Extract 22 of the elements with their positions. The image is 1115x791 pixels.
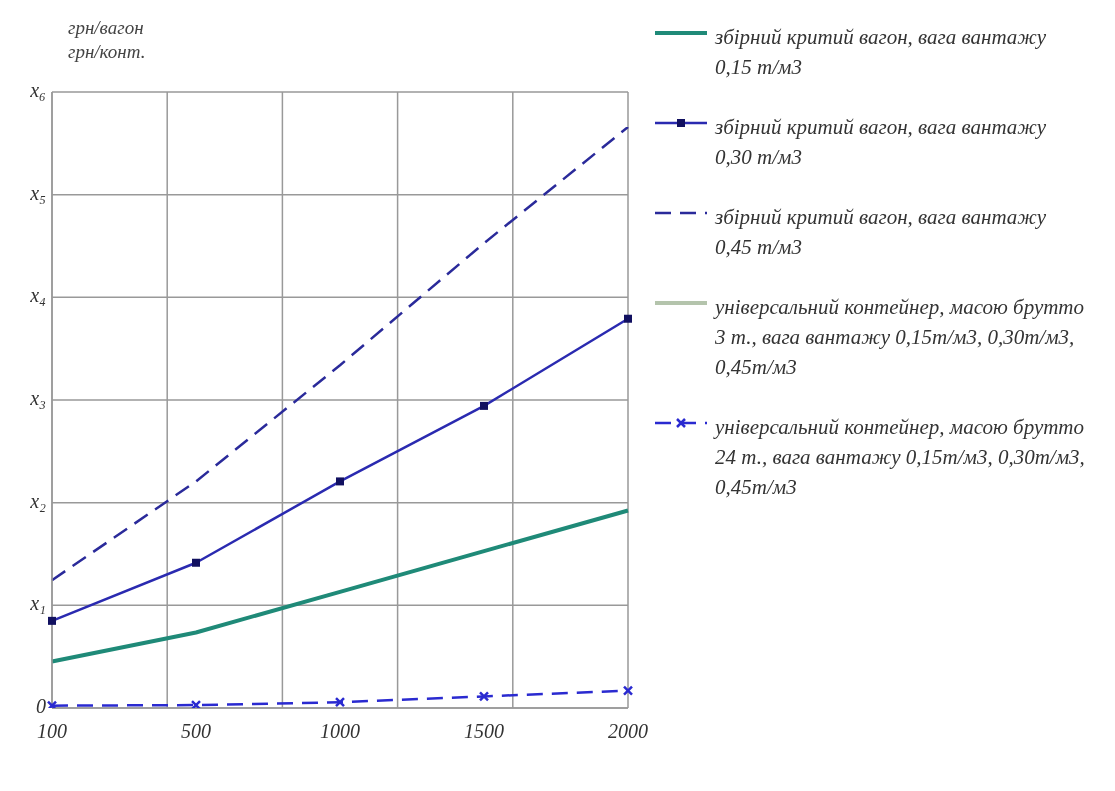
text: x₃ (30, 387, 46, 410)
point (478, 691, 490, 702)
text: x₄ (30, 284, 46, 308)
point (190, 699, 202, 708)
legend-label: збірний критий вагон, вага вантажу 0,30 т/м3 (715, 114, 1048, 171)
y-axis-title: грн/вагон грн/конт. (68, 16, 147, 64)
x-tick-label: 1000 (320, 720, 360, 743)
legend-label: універсальний контейнер, масою брутто 3 т., вага вантажу 0,15т/м3, 0,30т/м3, 0,45т/м3 (715, 294, 1085, 381)
legend-label: універсальний контейнер, масою брутто 24 т., вага вантажу 0,15т/м3, 0,30т/м3, 0,45т/м3 (715, 414, 1085, 501)
text: 0 (36, 695, 46, 718)
text: x₁ (30, 592, 46, 616)
x-tick-label: 1500 (464, 720, 504, 743)
text: x₂ (30, 489, 46, 513)
x-tick-label: 500 (181, 720, 211, 743)
x-tick-label: 2000 (608, 720, 648, 743)
point (334, 696, 346, 708)
legend-label: збірний критий вагон, вага вантажу 0,45 т/м3 (715, 204, 1048, 261)
text: x₅ (30, 181, 46, 205)
point (622, 685, 634, 696)
legend-label: збірний критий вагон, вага вантажу 0,15 т/м3 (715, 24, 1048, 81)
text: x₆ (30, 79, 46, 102)
x-tick-label: 100 (37, 720, 67, 743)
